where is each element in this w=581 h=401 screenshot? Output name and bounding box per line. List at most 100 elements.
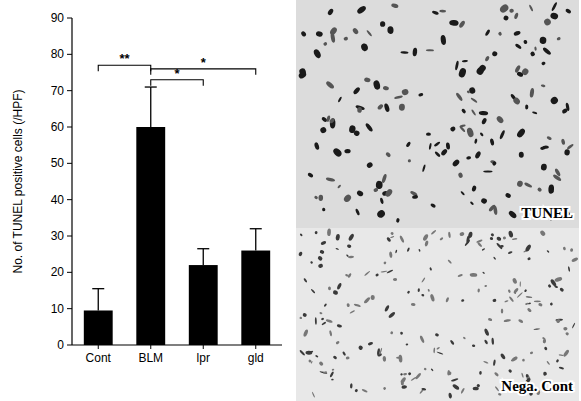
speck	[421, 388, 426, 391]
speck	[452, 383, 460, 390]
speck	[512, 238, 518, 240]
nucleus	[542, 47, 552, 56]
nucleus	[408, 159, 411, 162]
micrograph-label: Nega. Cont	[501, 378, 573, 394]
y-tick	[67, 236, 72, 237]
speck	[411, 303, 416, 306]
nucleus	[529, 88, 534, 98]
speck	[306, 350, 313, 354]
speck	[407, 290, 411, 294]
speck	[430, 294, 436, 302]
nucleus	[534, 46, 537, 50]
nucleus	[373, 187, 379, 192]
speck	[484, 285, 487, 287]
nucleus	[373, 80, 382, 91]
speck	[364, 270, 370, 276]
nucleus	[426, 49, 434, 51]
speck	[319, 250, 325, 255]
y-tick-label: 80	[51, 47, 65, 61]
speck	[439, 237, 443, 241]
y-tick-label: 20	[51, 265, 65, 279]
speck	[501, 308, 503, 313]
nucleus	[434, 141, 441, 147]
nucleus	[495, 115, 504, 124]
nucleus	[412, 195, 418, 199]
speck	[333, 355, 338, 360]
nucleus	[352, 86, 361, 95]
speck	[354, 303, 362, 307]
speck	[303, 278, 308, 283]
speck	[318, 263, 324, 268]
nucleus	[512, 96, 521, 105]
nucleus	[298, 67, 306, 76]
speck	[315, 317, 317, 325]
nucleus	[503, 15, 509, 21]
nucleus	[337, 96, 342, 103]
nucleus	[418, 93, 423, 97]
nucleus	[307, 172, 314, 178]
speck	[421, 294, 425, 297]
nucleus	[556, 37, 561, 41]
nucleus	[440, 148, 448, 156]
nucleus	[300, 30, 307, 37]
nucleus	[524, 182, 533, 189]
nucleus	[332, 147, 343, 158]
x-tick	[98, 345, 99, 349]
speck	[563, 327, 567, 331]
bar	[84, 310, 113, 345]
speck	[298, 251, 303, 256]
nucleus	[474, 150, 482, 159]
nucleus	[352, 27, 360, 35]
speck	[345, 274, 349, 277]
nucleus	[353, 129, 361, 137]
speck	[508, 369, 512, 373]
nucleus	[376, 181, 383, 190]
micrograph-label: TUNEL	[521, 205, 573, 221]
speck	[563, 349, 570, 357]
nucleus	[357, 107, 362, 113]
speck	[533, 328, 540, 330]
nucleus	[470, 201, 475, 206]
nucleus	[434, 151, 441, 158]
speck	[484, 328, 490, 336]
nucleus	[541, 84, 546, 87]
speck	[483, 361, 489, 364]
nucleus	[505, 192, 512, 198]
y-tick-label: 0	[57, 338, 64, 352]
speck	[431, 229, 437, 235]
nucleus	[325, 80, 335, 89]
y-tick	[67, 345, 72, 346]
nucleus	[385, 151, 392, 158]
speck	[463, 336, 466, 339]
nucleus	[400, 51, 408, 54]
nucleus	[481, 117, 488, 125]
speck	[524, 244, 531, 253]
nucleus	[466, 90, 470, 94]
nucleus	[484, 29, 490, 37]
speck	[422, 233, 429, 241]
speck	[325, 319, 332, 324]
speck	[423, 367, 426, 370]
nucleus	[356, 5, 367, 15]
speck	[482, 271, 485, 274]
speck	[395, 250, 398, 254]
speck	[457, 274, 463, 278]
nucleus	[515, 43, 523, 50]
speck	[522, 359, 525, 362]
nucleus	[356, 190, 364, 198]
x-tick-label: lpr	[197, 351, 210, 365]
speck	[546, 250, 549, 253]
speck	[450, 340, 455, 346]
speck	[436, 347, 440, 350]
speck	[358, 345, 364, 351]
nucleus	[449, 126, 456, 133]
nucleus	[498, 31, 503, 36]
nucleus	[543, 145, 549, 148]
speck	[312, 391, 316, 397]
nucleus	[470, 97, 478, 103]
speck	[513, 287, 519, 294]
speck	[382, 356, 386, 362]
x-tick	[255, 345, 256, 349]
speck	[534, 301, 541, 303]
y-axis-title: No. of TUNEL positive cells (/HPF)	[11, 89, 25, 273]
